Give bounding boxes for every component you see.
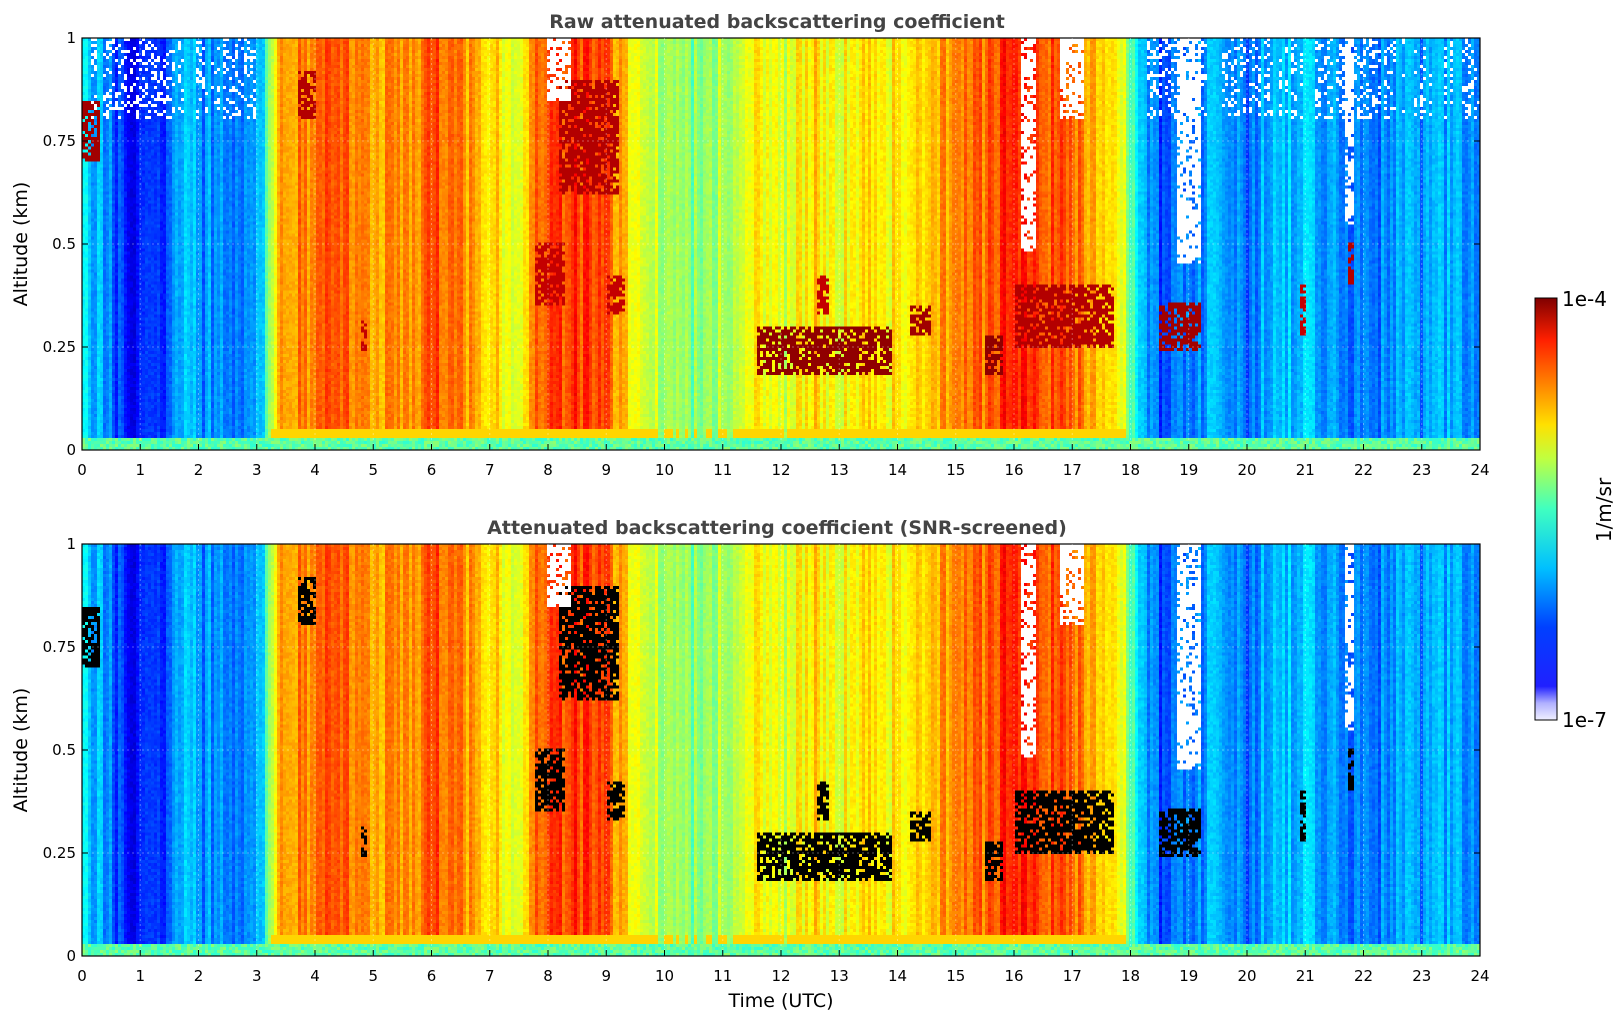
x-tick-label-screened-2: 2 bbox=[194, 967, 204, 985]
x-tick-label-screened-11: 11 bbox=[713, 967, 732, 985]
x-tick-label-raw-10: 10 bbox=[655, 461, 674, 479]
x-tick-label-screened-18: 18 bbox=[1121, 967, 1140, 985]
y-tick-label-raw-0.75: 0.75 bbox=[43, 132, 76, 150]
x-tick-label-raw-1: 1 bbox=[135, 461, 145, 479]
x-tick-label-raw-17: 17 bbox=[1063, 461, 1082, 479]
x-tick-label-raw-18: 18 bbox=[1121, 461, 1140, 479]
chart-title-screened: Attenuated backscattering coefficient (S… bbox=[487, 517, 1067, 539]
x-tick-label-raw-19: 19 bbox=[1179, 461, 1198, 479]
x-tick-label-screened-22: 22 bbox=[1354, 967, 1373, 985]
x-ticks-raw: 0 1 2 3 4 5 6 7 8 9 10 11 12 13 14 15 16 17 18 19 20 21 22 23 24 bbox=[77, 444, 1490, 479]
x-tick-label-screened-24: 24 bbox=[1470, 967, 1489, 985]
colorbar: 1e-4 1e-7 1/m/sr bbox=[1534, 287, 1616, 732]
y-tick-label-screened-0.75: 0.75 bbox=[43, 638, 76, 656]
x-tick-label-raw-15: 15 bbox=[946, 461, 965, 479]
x-tick-label-screened-10: 10 bbox=[655, 967, 674, 985]
x-tick-label-screened-8: 8 bbox=[543, 967, 553, 985]
y-tick-label-raw-1: 1 bbox=[66, 29, 76, 47]
x-tick-label-screened-13: 13 bbox=[830, 967, 849, 985]
x-tick-label-screened-16: 16 bbox=[1004, 967, 1023, 985]
y-tick-label-raw-0: 0 bbox=[66, 441, 76, 459]
x-tick-label-raw-6: 6 bbox=[427, 461, 437, 479]
x-tick-label-raw-5: 5 bbox=[368, 461, 378, 479]
x-tick-label-raw-20: 20 bbox=[1237, 461, 1256, 479]
heatmap-raw bbox=[82, 38, 1480, 450]
x-tick-label-screened-14: 14 bbox=[888, 967, 907, 985]
x-tick-label-raw-24: 24 bbox=[1470, 461, 1489, 479]
x-tick-label-raw-2: 2 bbox=[194, 461, 204, 479]
x-tick-label-raw-3: 3 bbox=[252, 461, 262, 479]
x-tick-label-raw-16: 16 bbox=[1004, 461, 1023, 479]
x-tick-label-raw-12: 12 bbox=[771, 461, 790, 479]
x-tick-label-raw-22: 22 bbox=[1354, 461, 1373, 479]
heatmap-screened bbox=[82, 544, 1480, 956]
y-tick-label-screened-0.5: 0.5 bbox=[52, 741, 76, 759]
x-tick-label-screened-4: 4 bbox=[310, 967, 320, 985]
y-ticks-raw: 0 0.25 0.5 0.75 1 bbox=[43, 29, 1480, 459]
x-tick-label-screened-23: 23 bbox=[1412, 967, 1431, 985]
gridlines-raw bbox=[82, 38, 1480, 450]
x-ticks-screened: 0 1 2 3 4 5 6 7 8 9 10 11 12 13 14 15 16 17 18 19 20 21 22 23 24 bbox=[77, 950, 1490, 985]
y-tick-label-raw-0.25: 0.25 bbox=[43, 338, 76, 356]
x-tick-label-screened-21: 21 bbox=[1296, 967, 1315, 985]
x-tick-label-screened-3: 3 bbox=[252, 967, 262, 985]
x-tick-label-screened-17: 17 bbox=[1063, 967, 1082, 985]
colorbar-gradient bbox=[1534, 297, 1558, 721]
x-tick-label-screened-1: 1 bbox=[135, 967, 145, 985]
x-tick-label-raw-0: 0 bbox=[77, 461, 87, 479]
x-tick-label-raw-9: 9 bbox=[601, 461, 611, 479]
y-axis-label-raw: Altitude (km) bbox=[10, 182, 32, 307]
y-tick-label-screened-0.25: 0.25 bbox=[43, 844, 76, 862]
x-axis-label: Time (UTC) bbox=[727, 990, 833, 1012]
heatmap-image-raw bbox=[82, 38, 1480, 450]
colorbar-max-label: 1e-4 bbox=[1562, 287, 1607, 311]
heatmap-image-screened bbox=[82, 544, 1480, 956]
chart-title-raw: Raw attenuated backscattering coefficien… bbox=[549, 11, 1005, 33]
x-tick-label-screened-6: 6 bbox=[427, 967, 437, 985]
gridlines-screened bbox=[82, 544, 1480, 956]
x-tick-label-raw-11: 11 bbox=[713, 461, 732, 479]
x-tick-label-screened-20: 20 bbox=[1237, 967, 1256, 985]
panel-screened: Attenuated backscattering coefficient (S… bbox=[10, 517, 1490, 1012]
x-tick-label-screened-7: 7 bbox=[485, 967, 495, 985]
x-tick-label-raw-8: 8 bbox=[543, 461, 553, 479]
panel-raw: Raw attenuated backscattering coefficien… bbox=[10, 11, 1490, 479]
x-tick-label-raw-21: 21 bbox=[1296, 461, 1315, 479]
colorbar-min-label: 1e-7 bbox=[1562, 708, 1607, 732]
x-tick-label-screened-9: 9 bbox=[601, 967, 611, 985]
x-tick-label-raw-23: 23 bbox=[1412, 461, 1431, 479]
x-tick-label-screened-19: 19 bbox=[1179, 967, 1198, 985]
y-tick-label-raw-0.5: 0.5 bbox=[52, 235, 76, 253]
x-tick-label-screened-12: 12 bbox=[771, 967, 790, 985]
x-tick-label-raw-14: 14 bbox=[888, 461, 907, 479]
x-tick-label-screened-0: 0 bbox=[77, 967, 87, 985]
y-tick-label-screened-0: 0 bbox=[66, 947, 76, 965]
y-tick-label-screened-1: 1 bbox=[66, 535, 76, 553]
x-tick-label-raw-13: 13 bbox=[830, 461, 849, 479]
x-tick-label-raw-4: 4 bbox=[310, 461, 320, 479]
colorbar-unit-label: 1/m/sr bbox=[1592, 477, 1616, 542]
x-tick-label-screened-15: 15 bbox=[946, 967, 965, 985]
y-axis-label-screened: Altitude (km) bbox=[10, 688, 32, 813]
x-tick-label-raw-7: 7 bbox=[485, 461, 495, 479]
y-ticks-screened: 0 0.25 0.5 0.75 1 bbox=[43, 535, 1480, 965]
x-tick-label-screened-5: 5 bbox=[368, 967, 378, 985]
